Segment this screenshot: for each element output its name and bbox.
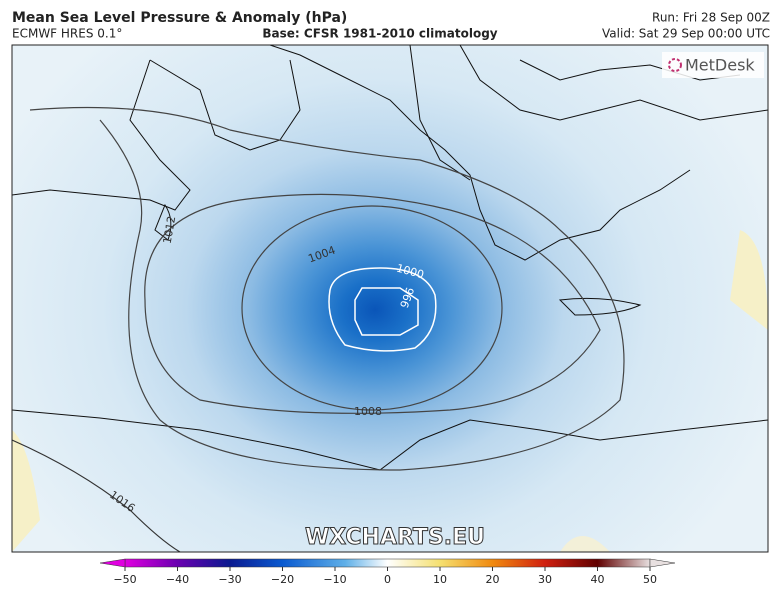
- contour-label: 1008: [354, 405, 382, 418]
- colorbar-tick-label: 30: [538, 573, 552, 586]
- positive-anomaly: [560, 536, 610, 552]
- map-frame: [11, 44, 769, 553]
- coastlines: [12, 45, 768, 471]
- logo-icon: [668, 58, 682, 72]
- colorbar-tick-label: −20: [271, 573, 294, 586]
- colorbar-bar: [124, 558, 651, 568]
- colorbar-extend: [99, 558, 126, 568]
- colorbar-tick-label: 50: [643, 573, 657, 586]
- logo-box: [662, 52, 764, 78]
- title: Mean Sea Level Pressure & Anomaly (hPa): [12, 10, 347, 26]
- colorbar-tick-label: 40: [591, 573, 605, 586]
- contour-label: 1012: [161, 215, 179, 245]
- colorbar: −50 −40 −30 −20 −10 0 10 20 30 40 50: [99, 558, 676, 586]
- colorbar-tick-label: −10: [323, 573, 346, 586]
- watermark: WXCHARTS.EU: [305, 525, 485, 550]
- map-area: 1012 1004 1000 996 1008 1016 MetDesk WXC…: [12, 45, 768, 552]
- logo: MetDesk: [685, 56, 755, 75]
- colorbar-tick-label: −30: [218, 573, 241, 586]
- isobars: [12, 106, 625, 552]
- colorbar-extend: [649, 558, 676, 568]
- anomaly-field: [12, 45, 768, 552]
- colorbar-tick-label: −50: [113, 573, 136, 586]
- valid: Valid: Sat 29 Sep 00:00 UTC: [602, 27, 770, 41]
- colorbar-tick-label: −40: [166, 573, 189, 586]
- colorbar-tick-label: 10: [433, 573, 447, 586]
- run: Run: Fri 28 Sep 00Z: [652, 11, 770, 25]
- base: Base: CFSR 1981-2010 climatology: [262, 27, 497, 41]
- positive-anomaly: [12, 430, 40, 552]
- positive-anomaly: [730, 230, 768, 330]
- colorbar-tick-label: 20: [486, 573, 500, 586]
- model: ECMWF HRES 0.1°: [12, 27, 122, 41]
- colorbar-tick-label: 0: [384, 573, 391, 586]
